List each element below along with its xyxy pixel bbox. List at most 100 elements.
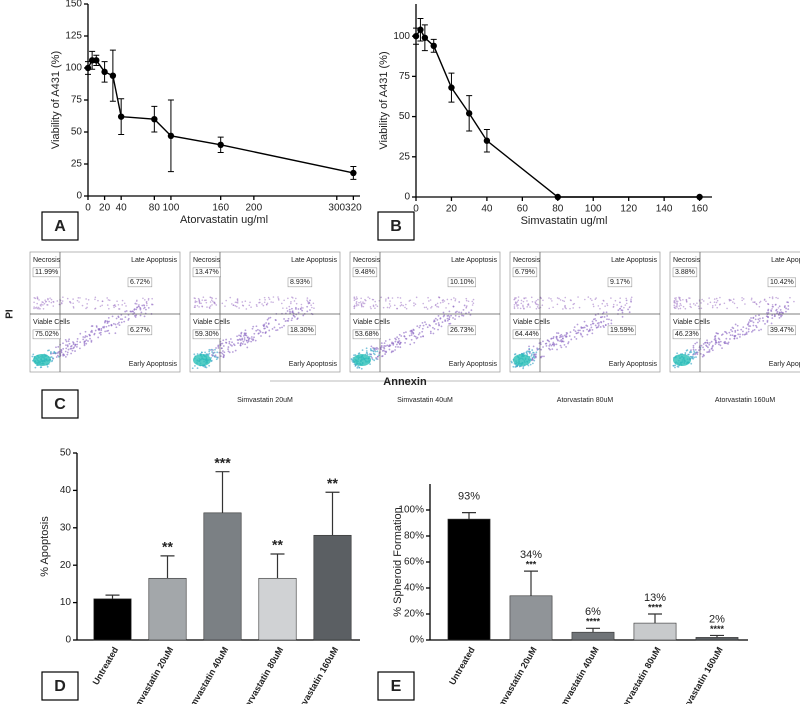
event-dot (510, 360, 513, 363)
quadrant-percent: 26.73% (450, 327, 474, 334)
event-dot (283, 324, 285, 327)
event-dot (458, 311, 460, 314)
event-dot (703, 348, 706, 351)
event-dot (727, 341, 730, 344)
event-dot (413, 304, 415, 307)
event-dot (413, 302, 415, 304)
event-dot (52, 352, 54, 355)
event-dot (472, 302, 475, 305)
event-dot (90, 339, 93, 342)
event-dot (532, 345, 535, 348)
event-dot (380, 342, 383, 345)
event-dot (693, 350, 695, 352)
quadrant-label: Late Apoptosis (131, 257, 177, 264)
x-tick-label: 160 (212, 203, 229, 214)
quadrant-label: Early Apoptosis (289, 361, 338, 368)
event-dot (228, 342, 231, 345)
event-dot (530, 353, 533, 356)
panel-label: C (54, 396, 66, 413)
event-dot (355, 298, 357, 301)
event-dot (461, 314, 463, 317)
event-dot (533, 351, 535, 354)
event-dot (376, 305, 379, 308)
x-tick-label: 60 (517, 204, 529, 215)
event-dot (512, 365, 515, 368)
event-dot (216, 351, 219, 354)
event-dot (234, 301, 237, 304)
event-dot (592, 303, 594, 306)
event-dot (465, 297, 468, 300)
event-dot (354, 354, 357, 356)
event-dot (787, 308, 790, 311)
event-dot (536, 348, 539, 351)
event-dot (452, 305, 455, 308)
event-dot (409, 343, 412, 346)
panel-name: Simvastatin 40uM (397, 397, 453, 404)
event-dot (125, 305, 127, 307)
event-dot (576, 323, 579, 326)
event-dot (245, 339, 248, 342)
event-dot (430, 307, 432, 309)
event-dot (625, 297, 627, 300)
event-dot (415, 296, 418, 299)
event-dot (771, 304, 774, 306)
data-point (417, 26, 424, 33)
event-dot (775, 309, 777, 312)
event-dot (246, 346, 249, 349)
event-dot (134, 302, 137, 305)
event-dot (113, 304, 116, 307)
event-dot (399, 346, 402, 349)
event-dot (421, 321, 424, 324)
event-dot (358, 366, 361, 369)
event-dot (246, 336, 249, 339)
event-dot (754, 318, 757, 321)
event-dot (115, 317, 118, 320)
event-dot (542, 299, 544, 302)
event-dot (550, 298, 552, 300)
event-dot (209, 296, 212, 299)
event-dot (552, 336, 555, 338)
event-dot (33, 307, 35, 310)
event-dot (193, 297, 196, 299)
event-dot (263, 327, 266, 330)
event-dot (85, 339, 88, 342)
event-dot (416, 336, 419, 339)
event-dot (531, 300, 534, 303)
event-dot (375, 357, 378, 360)
event-dot (244, 329, 247, 332)
event-dot (587, 330, 590, 333)
event-dot (602, 299, 605, 302)
value-label: 13% (644, 592, 666, 604)
event-dot (577, 329, 580, 332)
event-dot (567, 341, 570, 343)
event-dot (545, 345, 548, 347)
event-dot (767, 311, 770, 314)
data-point (696, 193, 703, 201)
event-dot (692, 348, 695, 351)
event-dot (85, 298, 87, 300)
event-dot (747, 328, 750, 331)
event-dot (135, 314, 138, 317)
data-point (217, 141, 224, 148)
y-tick-label: 50 (71, 127, 83, 138)
event-dot (393, 304, 396, 307)
event-dot (716, 299, 719, 302)
event-dot (714, 304, 717, 306)
event-dot (207, 354, 210, 356)
event-dot (527, 364, 530, 367)
event-dot (66, 353, 69, 356)
event-dot (146, 304, 148, 307)
event-dot (388, 306, 391, 309)
event-dot (774, 314, 776, 317)
event-dot (36, 302, 38, 305)
event-dot (222, 355, 225, 358)
event-dot (603, 326, 605, 329)
event-dot (114, 305, 117, 308)
event-dot (205, 366, 208, 369)
event-dot (105, 325, 108, 328)
event-dot (204, 299, 206, 302)
event-dot (754, 314, 757, 317)
event-dot (210, 359, 213, 362)
event-dot (70, 345, 72, 348)
event-dot (106, 304, 109, 306)
